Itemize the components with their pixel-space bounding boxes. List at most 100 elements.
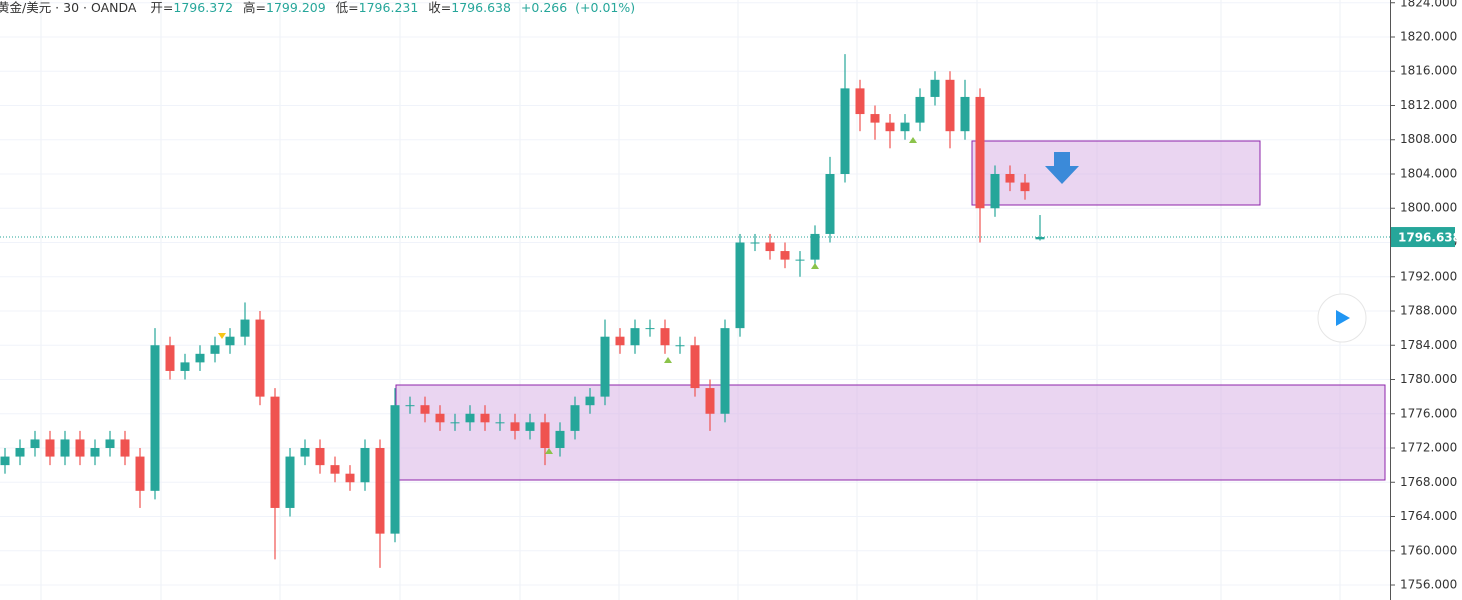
candle-body [90,448,100,457]
y-tick-label: 1808.000 [1400,132,1457,146]
candle-body [945,79,955,132]
candle-body [855,88,865,115]
candle-body [765,242,775,252]
candle-body [975,96,985,209]
down-arrow [1045,152,1079,184]
candle-body [645,328,655,330]
candle-body [585,396,595,406]
candle-body [885,122,895,132]
y-tick-label: 1760.000 [1400,543,1457,557]
change-pct: (+0.01%) [575,0,635,15]
y-tick-label: 1820.000 [1400,29,1457,43]
candle-body [675,345,685,347]
symbol: 黄金/美元 · 30 · OANDA [0,0,137,15]
candle-body [720,328,730,414]
y-tick-label: 1812.000 [1400,98,1457,112]
y-tick-label: 1804.000 [1400,166,1457,180]
y-tick-label: 1772.000 [1400,441,1457,455]
candle-body [915,96,925,123]
low-value: 1796.231 [359,0,419,15]
candle-body [210,345,220,354]
header: 黄金/美元 · 30 · OANDA 开=1796.372 高=1799.209… [0,0,635,15]
last-price-label: 1796.638 [1398,231,1461,245]
candle-body [300,448,310,457]
candle-body [165,345,175,371]
candle-body [120,439,130,457]
candle-body [75,439,85,457]
candle-body [360,448,370,483]
candle-body [60,439,70,457]
candle-body [435,413,445,423]
candle-body [870,114,880,123]
candle-body [615,336,625,346]
candle-body [705,388,715,414]
candle-body [795,259,805,261]
price-axis [1390,0,1462,600]
candle-body [960,96,970,132]
open-value: 1796.372 [173,0,233,15]
candle-body [750,242,760,244]
candle-body [1005,173,1015,183]
candle-body [45,439,55,457]
close-value: 1796.638 [451,0,511,15]
candle-body [465,413,475,423]
candle-body [375,448,385,534]
play-icon[interactable] [1336,310,1350,326]
candle-body [180,362,190,371]
y-tick-label: 1768.000 [1400,475,1457,489]
candle-body [990,173,1000,209]
y-tick-label: 1776.000 [1400,406,1457,420]
candle-body [285,456,295,508]
candle-body [780,251,790,260]
candle-body [150,345,160,491]
y-tick-label: 1824.000 [1400,0,1457,9]
label: 低= [336,0,359,15]
y-tick-label: 1764.000 [1400,509,1457,523]
candle-body [900,122,910,132]
candle-body [105,439,115,449]
candle-body [315,448,325,466]
candle-body [225,336,235,346]
candle-body [30,439,40,449]
marker [545,448,553,454]
label: 高= [243,0,266,15]
candle-body [735,242,745,329]
candle-body [1035,237,1045,240]
candle-body [555,430,565,449]
candle-body [810,233,820,260]
y-tick-label: 1788.000 [1400,304,1457,318]
candle-body [570,405,580,431]
candle-body [525,422,535,431]
label: 收= [428,0,451,15]
candle-body [600,336,610,397]
y-tick-label: 1792.000 [1400,269,1457,283]
candle-body [240,319,250,337]
candle-body [270,396,280,508]
change: +0.266 [521,0,567,15]
high-value: 1799.209 [266,0,326,15]
candle-body [15,448,25,457]
last-price-box [1391,227,1455,248]
candle-body [0,456,10,466]
zone-box [971,140,1261,206]
y-tick-label: 1756.000 [1400,578,1457,592]
marker [811,263,819,269]
candle-body [1020,182,1030,192]
candle-body [930,79,940,97]
candle-body [330,465,340,474]
candle-body [405,405,415,407]
marker [664,357,672,363]
y-tick-label: 1816.000 [1400,64,1457,78]
vertical-grid [40,0,1341,600]
y-tick-label: 1784.000 [1400,338,1457,352]
candle-body [420,405,430,414]
candle-body [630,328,640,346]
candle-body [690,345,700,389]
candle-body [825,173,835,234]
candle-body [390,405,400,534]
candle-body [345,473,355,483]
y-tick-label: 1800.000 [1400,201,1457,215]
candle-body [840,88,850,174]
candle-body [480,413,490,423]
